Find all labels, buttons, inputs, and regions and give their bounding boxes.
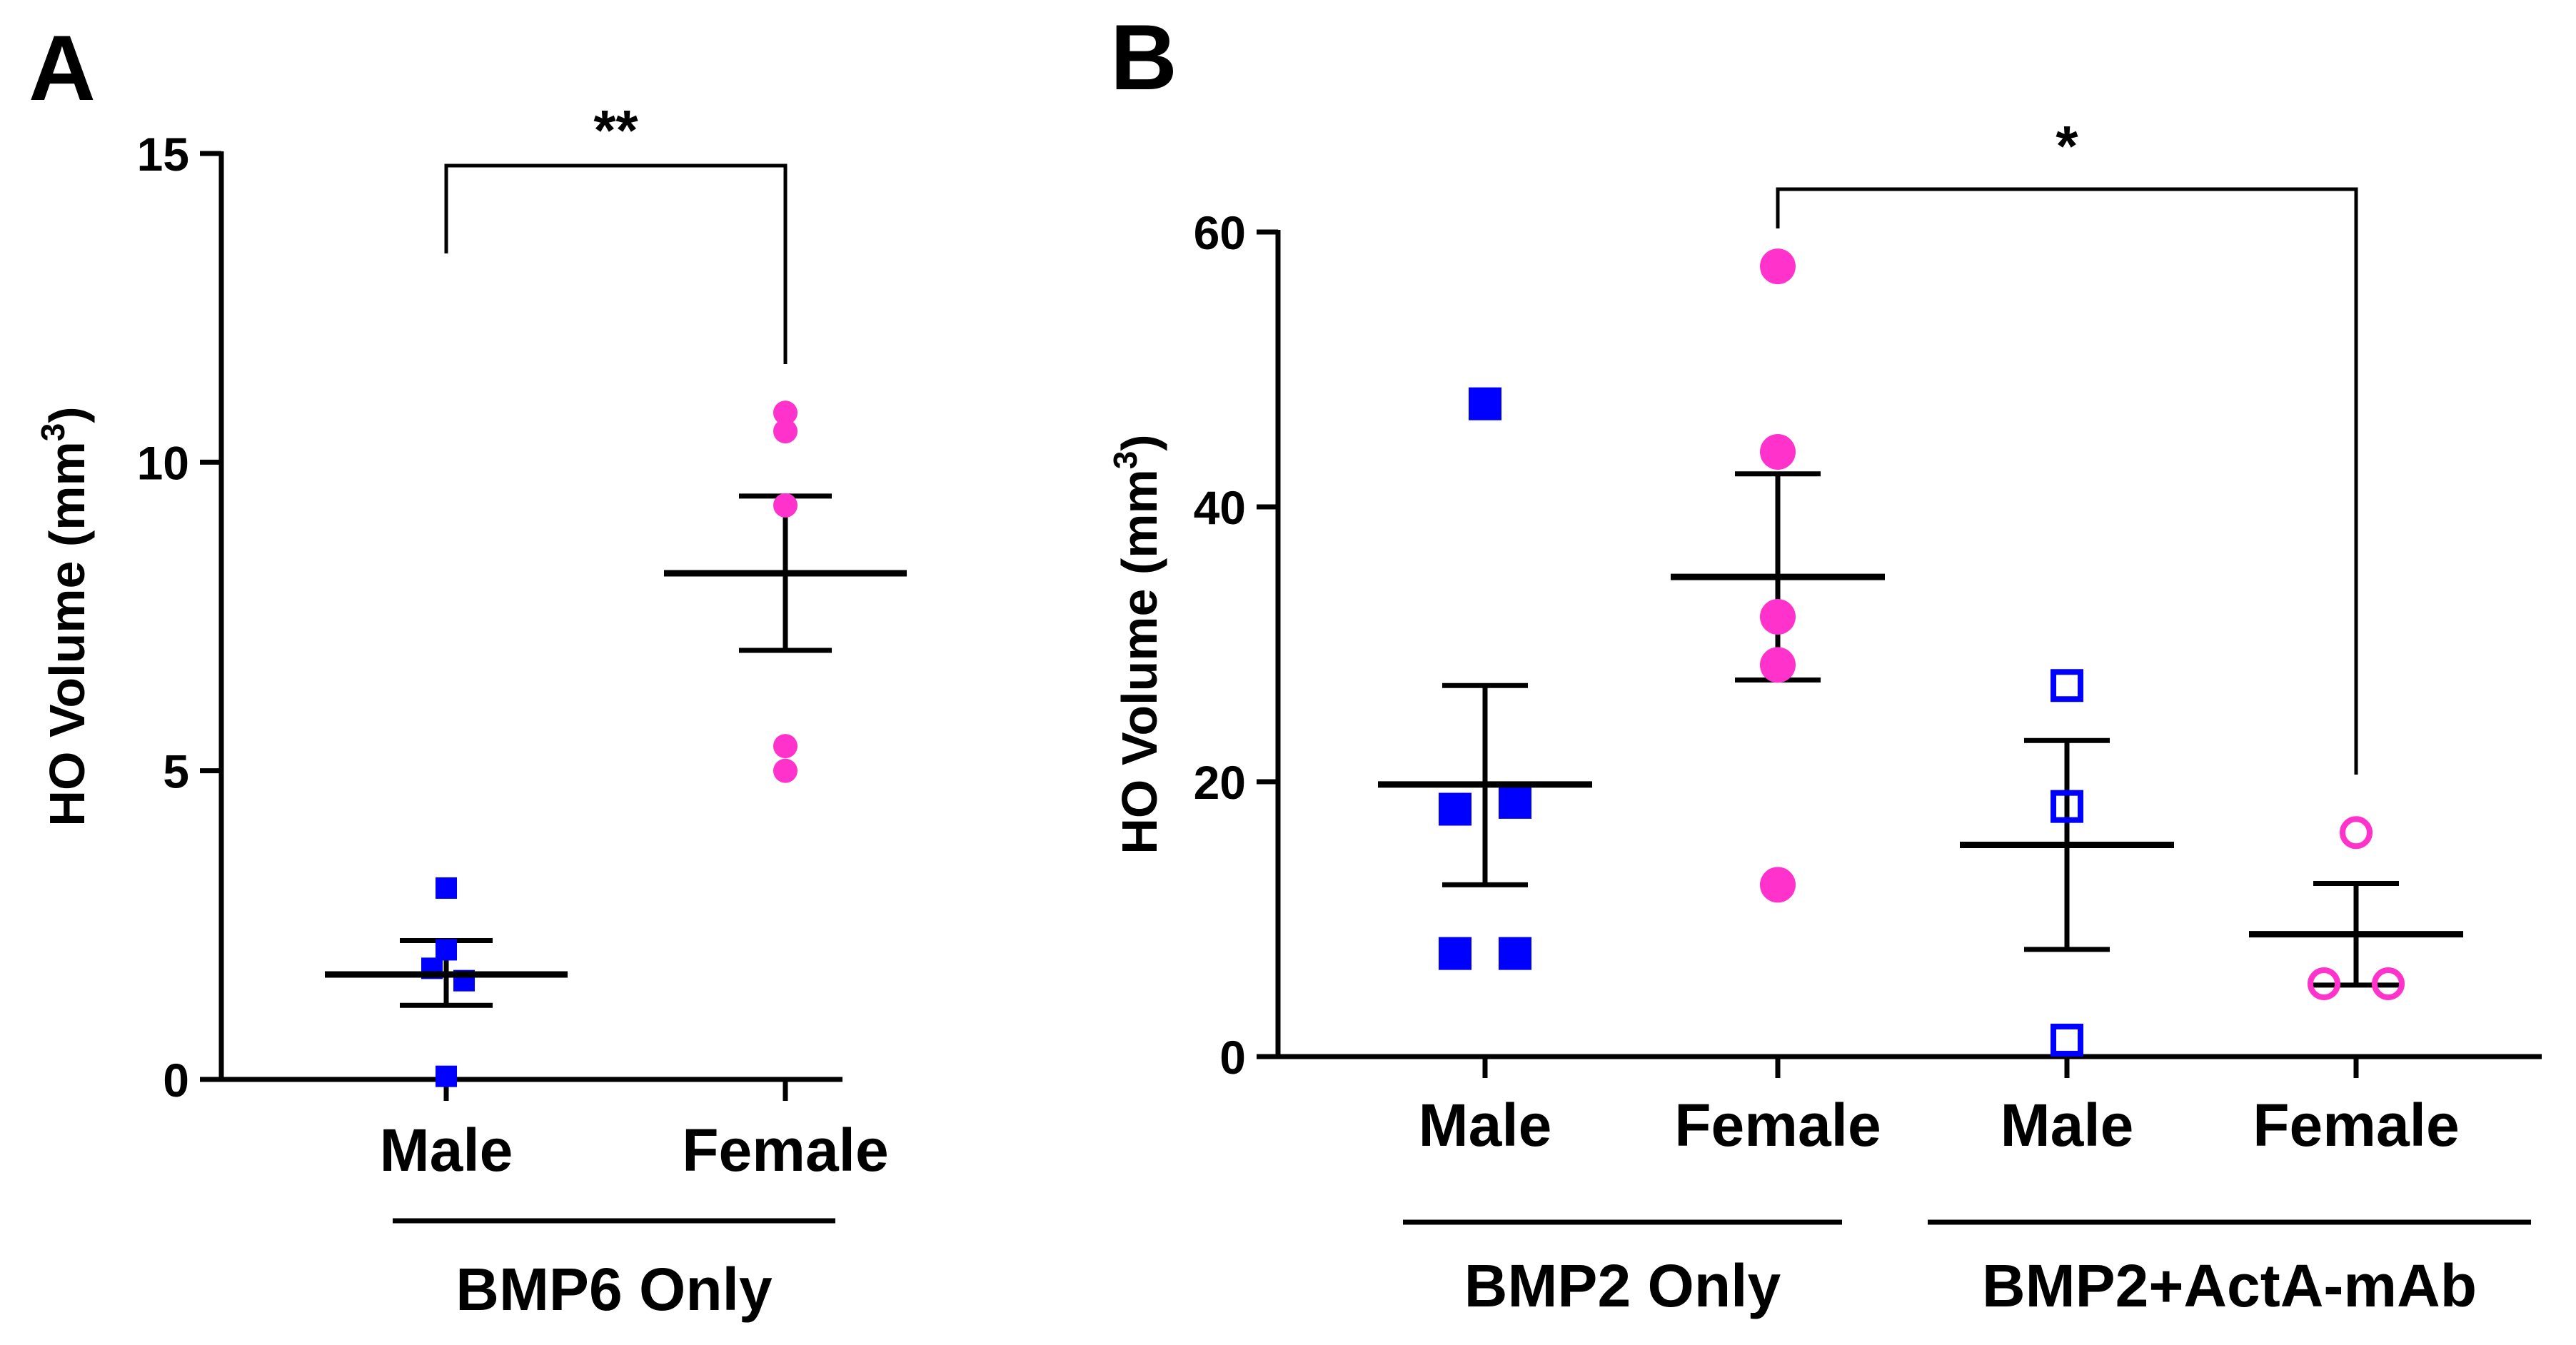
data-point: [1760, 867, 1796, 903]
data-point: [436, 1065, 457, 1087]
panel-label: A: [29, 16, 96, 120]
data-point: [1760, 248, 1796, 285]
data-point: [2372, 967, 2405, 1000]
data-point: [436, 939, 457, 961]
y-tick-label: 0: [1219, 1031, 1246, 1084]
group-label: BMP2 Only: [1464, 1252, 1781, 1319]
panel-b: B 0 20 40 60 HO Volume (mm3) Male Female Male Fem…: [1107, 5, 2542, 1319]
data-point: [1469, 387, 1501, 420]
data-point: [1439, 792, 1471, 826]
significance-label: **: [593, 99, 638, 162]
category-label: Male: [1419, 1092, 1552, 1159]
significance-bracket: [1776, 187, 2358, 775]
category-label: Male: [2001, 1092, 2134, 1159]
category-label: Female: [1674, 1092, 1881, 1159]
data-group: [2249, 816, 2463, 1000]
data-point: [2340, 816, 2373, 850]
data-group: [325, 877, 568, 1087]
data-point: [1760, 434, 1796, 470]
data-point: [1499, 785, 1531, 819]
data-point: [2051, 1023, 2083, 1057]
panel-a: A 0 5 10 15 HO Volume (mm3) Male Female BMP6 Onl…: [29, 16, 907, 1323]
y-tick-label: 20: [1194, 756, 1246, 809]
data-group: [1378, 387, 1592, 970]
data-group: [664, 401, 907, 783]
data-point: [2051, 790, 2083, 823]
y-tick-label: 5: [163, 745, 189, 798]
data-point: [1439, 937, 1471, 970]
group-label: BMP2+ActA-mAb: [1982, 1252, 2477, 1319]
significance-bracket: [444, 163, 788, 364]
significance-label: *: [2056, 114, 2078, 178]
group-label: BMP6 Only: [456, 1256, 773, 1323]
data-group: [1671, 248, 1885, 903]
data-point: [2308, 967, 2340, 1000]
y-axis-label: HO Volume (mm3): [34, 406, 95, 826]
data-point: [2051, 669, 2083, 702]
y-tick-label: 0: [163, 1054, 189, 1107]
category-label: Female: [2253, 1092, 2460, 1159]
y-tick-label: 10: [137, 436, 189, 489]
data-point: [1499, 937, 1531, 970]
data-point: [773, 758, 798, 783]
data-point: [1760, 647, 1796, 683]
data-point: [773, 734, 798, 759]
data-point: [1760, 599, 1796, 635]
data-point: [436, 877, 457, 899]
category-label: Male: [380, 1117, 513, 1184]
y-tick-label: 15: [137, 128, 189, 181]
data-point: [773, 419, 798, 444]
data-point: [773, 493, 798, 518]
y-axis-label: HO Volume (mm3): [1107, 434, 1167, 854]
y-tick-label: 40: [1194, 481, 1246, 534]
category-label: Female: [682, 1117, 889, 1184]
panel-label: B: [1110, 5, 1177, 109]
y-tick-label: 60: [1194, 206, 1246, 259]
data-group: [1960, 669, 2174, 1057]
data-point: [773, 401, 798, 425]
